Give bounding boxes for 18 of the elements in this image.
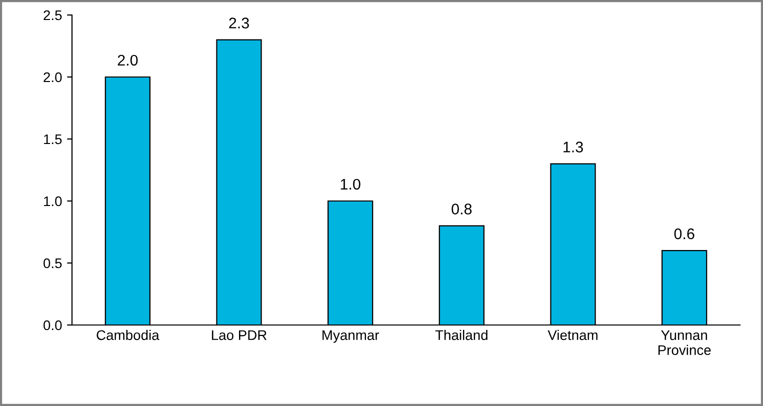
y-tick-label: 2.0 [44, 72, 62, 82]
data-label: 2.0 [118, 54, 138, 66]
x-tick-label: Vietnam [548, 330, 598, 340]
y-tick-label: 0.5 [44, 258, 62, 268]
y-tick-label: 1.0 [44, 196, 62, 206]
x-tick-label: Lao PDR [212, 330, 267, 340]
x-tick-label: Myanmar [322, 330, 380, 343]
data-label: 1.0 [340, 178, 360, 190]
x-tick-label: Yunnan Province [658, 330, 711, 356]
y-tick-label: 0.0 [44, 320, 62, 330]
x-tick-label: Cambodia [96, 330, 160, 340]
data-label: 1.3 [564, 142, 583, 152]
y-tick-label: 1.5 [44, 134, 62, 144]
data-label: 2.3 [229, 18, 249, 28]
x-tick-label: Thailand [435, 330, 488, 340]
data-label: 0.8 [452, 204, 472, 214]
data-label: 0.6 [674, 228, 694, 240]
y-tick-label: 2.5 [44, 10, 62, 20]
